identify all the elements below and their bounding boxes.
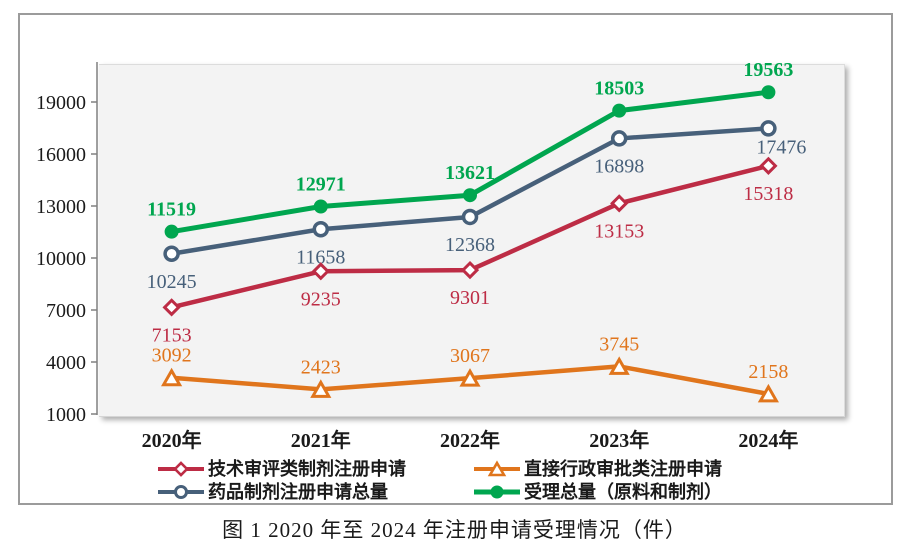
data-label-tech-review-preparation-4: 15318 — [743, 183, 793, 205]
legend-label: 药品制剂注册申请总量 — [208, 482, 388, 502]
data-label-tech-review-preparation-1: 9235 — [301, 288, 341, 310]
x-axis-label: 2021年 — [291, 428, 351, 452]
data-point-tech-review-preparation-3 — [610, 194, 629, 213]
data-label-total-accepted-3: 18503 — [594, 78, 644, 100]
data-label-direct-admin-approval-0: 3092 — [152, 345, 192, 367]
data-point-tech-review-preparation-2 — [460, 260, 480, 280]
data-point-tech-review-preparation-0 — [162, 298, 181, 317]
data-label-total-accepted-2: 13621 — [445, 162, 495, 184]
data-label-drug-preparation-total-3: 16898 — [594, 155, 644, 177]
data-label-tech-review-preparation-2: 9301 — [450, 287, 490, 309]
legend-marker-shape — [487, 460, 507, 477]
data-point-direct-admin-approval-1 — [310, 379, 332, 398]
x-axis-label: 2023年 — [589, 428, 649, 452]
data-point-direct-admin-approval-3 — [608, 356, 630, 375]
legend-marker-shape — [490, 485, 504, 499]
legend-item-tech-review-preparation: 技术审评类制剂注册申请 — [157, 458, 406, 480]
data-point-drug-preparation-total-3 — [610, 130, 628, 147]
data-point-total-accepted-2 — [463, 188, 477, 203]
legend-marker-shape — [173, 461, 189, 477]
y-tick-label: 4000 — [46, 352, 86, 374]
legend-item-drug-preparation-total: 药品制剂注册申请总量 — [157, 481, 388, 503]
data-point-direct-admin-approval-0 — [161, 367, 183, 387]
figure-caption: 图 1 2020 年至 2024 年注册申请受理情况（件） — [222, 518, 687, 542]
legend-label: 直接行政审批类注册申请 — [524, 459, 722, 479]
y-tick-label: 1000 — [46, 404, 86, 426]
data-point-tech-review-preparation-1 — [311, 262, 330, 281]
data-point-direct-admin-approval-2 — [459, 368, 481, 387]
legend-marker-circle-open — [158, 485, 204, 499]
x-axis-label: 2024年 — [738, 428, 798, 452]
x-axis-label: 2020年 — [142, 428, 202, 452]
data-point-direct-admin-approval-4 — [757, 383, 779, 403]
legend-label: 技术审评类制剂注册申请 — [208, 459, 406, 479]
x-axis-label: 2022年 — [440, 428, 500, 452]
data-point-drug-preparation-total-2 — [461, 208, 479, 226]
y-tick-label: 19000 — [36, 92, 86, 114]
y-tick-label: 7000 — [46, 300, 86, 322]
data-label-direct-admin-approval-4: 2158 — [748, 361, 788, 383]
data-point-tech-review-preparation-4 — [759, 156, 778, 175]
data-label-drug-preparation-total-2: 12368 — [445, 234, 495, 256]
legend-label: 受理总量（原料和制剂） — [524, 482, 722, 502]
data-label-direct-admin-approval-2: 3067 — [450, 345, 490, 367]
data-point-total-accepted-1 — [313, 199, 328, 214]
data-point-total-accepted-0 — [164, 224, 179, 239]
data-label-tech-review-preparation-3: 13153 — [594, 220, 644, 242]
data-point-drug-preparation-total-4 — [760, 120, 777, 137]
data-point-drug-preparation-total-0 — [163, 245, 180, 263]
legend-marker-triangle-open — [474, 460, 520, 477]
data-label-total-accepted-0: 11519 — [147, 199, 196, 221]
data-label-direct-admin-approval-3: 3745 — [599, 333, 639, 355]
y-tick-label: 10000 — [36, 248, 86, 270]
plot-area — [99, 64, 845, 417]
data-label-total-accepted-4: 19563 — [743, 59, 793, 81]
legend-marker-shape — [174, 485, 188, 499]
data-label-drug-preparation-total-0: 10245 — [147, 271, 197, 293]
data-point-total-accepted-3 — [612, 103, 627, 118]
data-point-total-accepted-4 — [761, 85, 776, 100]
data-label-direct-admin-approval-1: 2423 — [301, 356, 341, 378]
data-point-drug-preparation-total-1 — [312, 221, 330, 238]
legend-item-direct-admin-approval: 直接行政审批类注册申请 — [473, 458, 722, 480]
y-tick-label: 16000 — [36, 144, 86, 166]
legend-marker-circle-filled — [474, 485, 520, 499]
legend-marker-diamond-open — [158, 461, 204, 477]
data-label-drug-preparation-total-1: 11658 — [296, 246, 345, 268]
data-label-drug-preparation-total-4: 17476 — [756, 136, 806, 158]
data-label-tech-review-preparation-0: 7153 — [152, 324, 192, 346]
y-tick-label: 13000 — [36, 196, 86, 218]
legend-item-total-accepted: 受理总量（原料和制剂） — [473, 481, 722, 503]
data-label-total-accepted-1: 12971 — [296, 174, 346, 196]
